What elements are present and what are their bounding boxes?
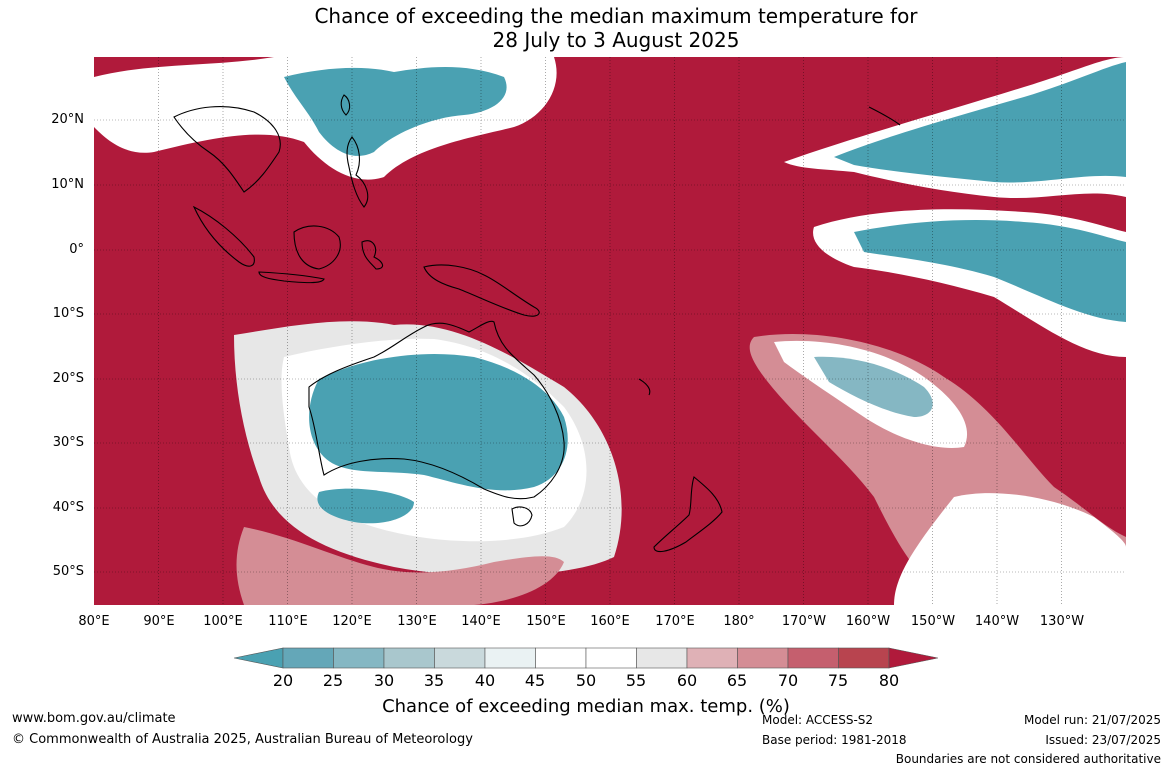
lat-label: 50°S [52, 564, 84, 579]
colorbar-tick: 40 [474, 671, 496, 690]
colorbar-bin [787, 647, 839, 669]
website-link[interactable]: www.bom.gov.au/climate [12, 711, 176, 726]
copyright-text: © Commonwealth of Australia 2025, Austra… [12, 732, 473, 747]
coastline-sumatra [192, 205, 255, 267]
coastline-tasmania [511, 506, 533, 527]
region-southern-pink [236, 527, 564, 605]
lon-label: 80°E [78, 614, 110, 629]
colorbar-tick: 35 [423, 671, 445, 690]
probability-shading [94, 57, 1126, 605]
title-line-2: 28 July to 3 August 2025 [492, 28, 740, 52]
map-title: Chance of exceeding the median maximum t… [0, 4, 1173, 52]
lon-label: 150°W [910, 614, 956, 629]
colorbar-bin [838, 647, 890, 669]
colorbar-low-extend [234, 647, 284, 669]
lon-label: 160°E [590, 614, 630, 629]
lon-label: 140°W [974, 614, 1020, 629]
coastline-australia [308, 320, 565, 500]
colorbar-bin [585, 647, 637, 669]
coastline-new-zealand [653, 476, 723, 553]
graticule [94, 57, 1126, 605]
colorbar-bin [282, 647, 334, 669]
colorbar-bin [636, 647, 688, 669]
colorbar-tick: 70 [777, 671, 799, 690]
colorbar-bin [535, 647, 587, 669]
coastline-java [258, 271, 325, 284]
forecast-map [94, 57, 1126, 605]
colorbar-tick: 30 [373, 671, 395, 690]
lon-label: 130°W [1039, 614, 1085, 629]
issued-date: Issued: 23/07/2025 [1045, 733, 1161, 747]
model-name: Model: ACCESS-S2 [762, 713, 874, 727]
model-run-date: Model run: 21/07/2025 [1023, 713, 1161, 727]
lat-label: 20°N [51, 112, 84, 127]
lon-label: 170°W [781, 614, 827, 629]
lon-label: 120°E [332, 614, 372, 629]
colorbar-bin [686, 647, 738, 669]
region-eqpacific-low [854, 220, 1126, 322]
lon-label: 90°E [143, 614, 175, 629]
colorbar-tick: 20 [272, 671, 294, 690]
colorbar-tick: 60 [676, 671, 698, 690]
region-asia-low [284, 67, 507, 156]
lon-label: 100°E [203, 614, 243, 629]
colorbar [234, 647, 938, 669]
colorbar-bin [737, 647, 789, 669]
colorbar-bin [383, 647, 435, 669]
coastline-philippines [346, 136, 369, 208]
colorbar-tick: 80 [878, 671, 900, 690]
lat-label: 0° [69, 242, 84, 257]
colorbar-bin [484, 647, 536, 669]
colorbar-tick: 50 [575, 671, 597, 690]
lon-label: 130°E [397, 614, 437, 629]
colorbar-high-extend [888, 647, 938, 669]
colorbar-bin [333, 647, 385, 669]
colorbar-tick: 65 [726, 671, 748, 690]
coastlines [173, 94, 901, 553]
coastline-taiwan [340, 94, 351, 116]
colorbar-tick: 75 [827, 671, 849, 690]
lon-label: 150°E [526, 614, 566, 629]
lat-label: 30°S [52, 435, 84, 450]
colorbar-label: Chance of exceeding median max. temp. (%… [382, 696, 790, 717]
coastline-sulawesi [361, 240, 384, 270]
lon-label: 170°E [655, 614, 695, 629]
colorbar-tick: 45 [524, 671, 546, 690]
lat-label: 10°N [51, 177, 84, 192]
region-spacific-low [814, 356, 933, 417]
coastline-hawaii [868, 106, 901, 126]
region-npacific-low [834, 62, 1126, 183]
base-period: Base period: 1981-2018 [762, 733, 907, 747]
colorbar-tick: 55 [625, 671, 647, 690]
lon-label: 140°E [461, 614, 501, 629]
region-australia-low [309, 353, 568, 491]
boundaries-disclaimer: Boundaries are not considered authoritat… [895, 752, 1161, 766]
lon-label: 110°E [268, 614, 308, 629]
title-line-1: Chance of exceeding the median maximum t… [314, 4, 918, 28]
colorbar-bin [434, 647, 486, 669]
lon-label: 160°W [845, 614, 891, 629]
region-southern-ocean-low [317, 488, 414, 524]
region-southern-white [894, 493, 1126, 605]
coastline-indochina [173, 106, 281, 193]
lat-label: 40°S [52, 500, 84, 515]
lat-label: 10°S [52, 306, 84, 321]
colorbar-tick: 25 [322, 671, 344, 690]
coastline-fiji [638, 378, 651, 396]
lon-label: 180° [723, 614, 755, 629]
coastline-borneo [293, 225, 341, 270]
lat-label: 20°S [52, 371, 84, 386]
